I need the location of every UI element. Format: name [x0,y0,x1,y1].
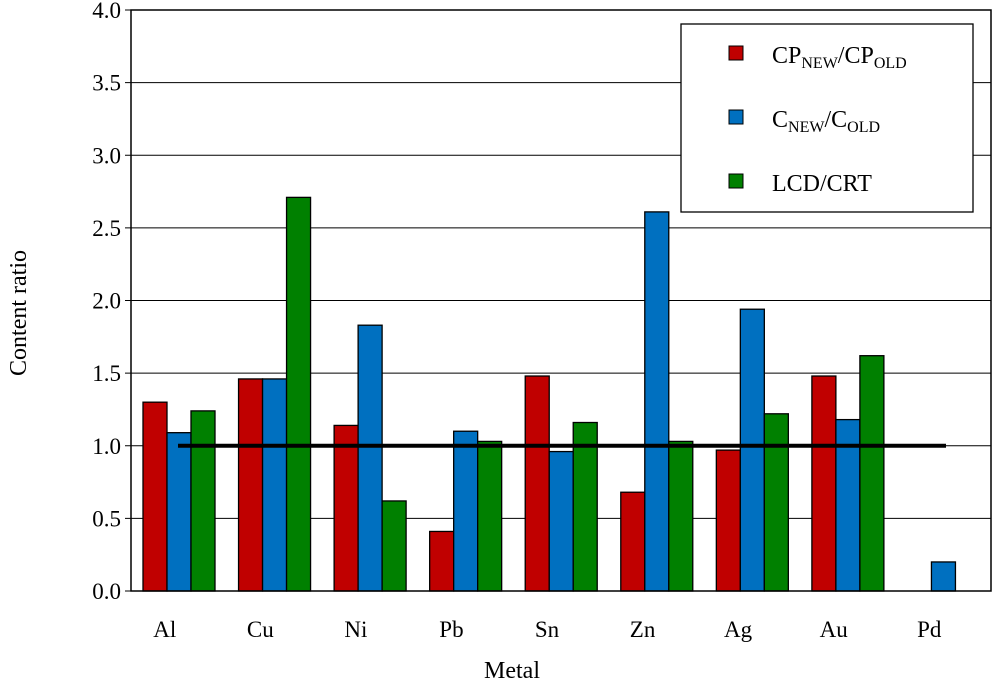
x-tick-label-cu: Cu [247,617,274,642]
x-tick-label-ag: Ag [724,617,753,642]
bar-ni-series-2 [357,324,383,592]
y-tick-label: 0.0 [92,579,121,604]
y-tick-label: 2.5 [92,216,121,241]
y-tick-label: 0.5 [92,506,121,531]
legend: CPNEW/CPOLD CNEW/COLD LCD/CRT [680,23,974,213]
bar-ag-series-1 [715,449,741,592]
y-axis-label: Content ratio [6,250,32,376]
bar-pd-series-2 [930,561,957,592]
bar-zn-series-2 [644,211,670,592]
bar-sn-series-3 [572,421,598,592]
bar-au-series-1 [811,375,837,592]
bar-pb-series-2 [453,430,479,592]
x-axis-label: Metal [484,658,540,682]
y-tick-labels: 0.0 0.5 1.0 1.5 2.0 2.5 3.0 3.5 4.0 [92,0,121,604]
x-tick-labels: Al Cu Ni Pb Sn Zn Ag Au Pd [153,617,942,642]
x-tick-label-pd: Pd [917,617,942,642]
bar-cu-series-3 [285,196,312,592]
y-tick-label: 1.5 [92,361,121,386]
x-tick-label-sn: Sn [535,617,560,642]
plot-frame [130,9,992,592]
legend-label-3: LCD/CRT [772,171,872,197]
legend-label-1: CPNEW/CPOLD [772,43,907,72]
legend-swatch-3 [728,173,744,189]
x-tick-label-pb: Pb [439,617,463,642]
bar-pb-series-3 [477,440,503,592]
bar-cu-series-1 [237,378,264,592]
bar-ag-series-3 [763,413,789,592]
bar-sn-series-1 [524,375,550,592]
legend-label-2: CNEW/COLD [772,107,880,136]
bar-cu-series-2 [261,378,288,592]
bar-au-series-3 [859,355,885,592]
legend-swatch-1 [728,45,744,61]
x-tick-label-zn: Zn [630,617,656,642]
bar-al-series-3 [190,410,216,592]
bars [142,196,957,592]
y-tick-label: 2.0 [92,289,121,314]
y-tick-label: 3.0 [92,143,121,168]
bar-al-series-2 [166,432,192,592]
y-tick-label: 1.0 [92,434,121,459]
x-tick-label-au: Au [820,617,849,642]
bar-sn-series-2 [548,450,574,592]
x-tick-label-ni: Ni [344,617,367,642]
bar-ni-series-1 [333,424,359,592]
bar-zn-series-1 [620,491,646,592]
x-tick-label-al: Al [153,617,176,642]
bar-ni-series-3 [381,500,407,592]
y-tick-label: 4.0 [92,0,121,23]
y-tick-label: 3.5 [92,71,121,96]
bar-al-series-1 [142,401,168,592]
bar-zn-series-3 [668,440,694,592]
bar-pb-series-1 [429,530,455,592]
bar-ag-series-2 [739,308,765,592]
legend-swatch-2 [728,109,744,125]
